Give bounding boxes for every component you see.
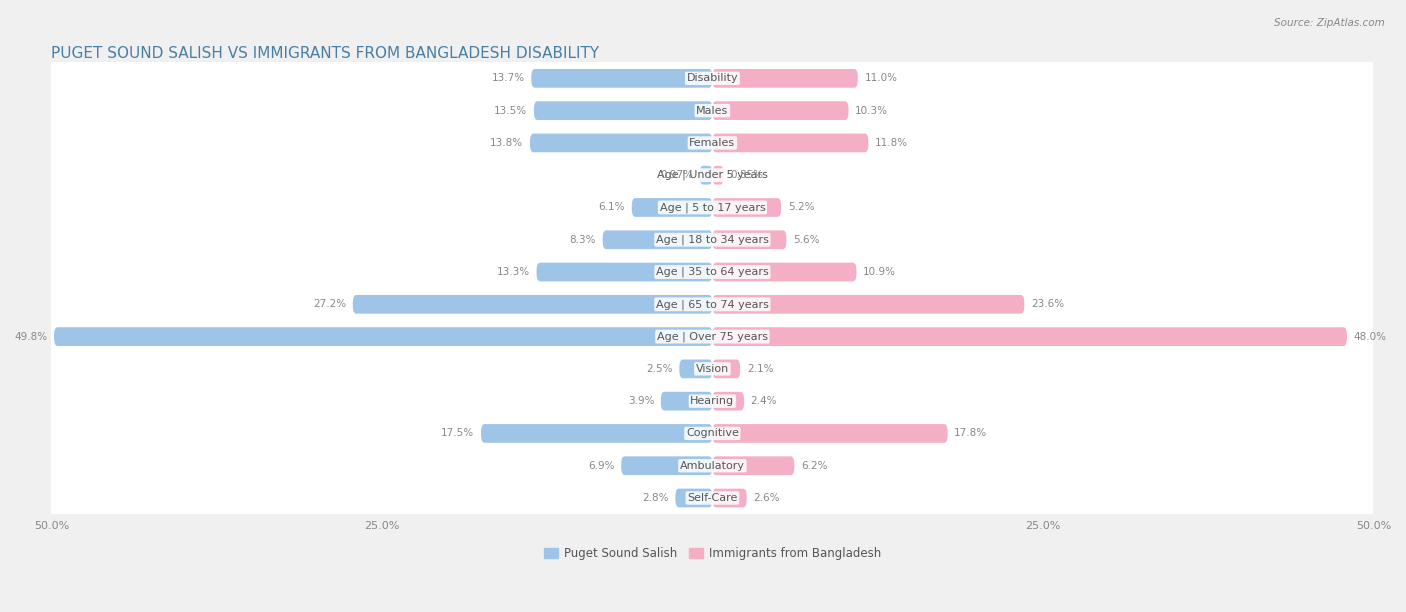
Text: Age | 65 to 74 years: Age | 65 to 74 years [657,299,769,310]
Text: 10.9%: 10.9% [863,267,896,277]
Text: Source: ZipAtlas.com: Source: ZipAtlas.com [1274,18,1385,28]
FancyBboxPatch shape [534,101,713,120]
FancyBboxPatch shape [713,424,948,443]
Text: Vision: Vision [696,364,728,374]
Text: Females: Females [689,138,735,148]
Text: Cognitive: Cognitive [686,428,738,438]
Text: 6.1%: 6.1% [599,203,626,212]
Text: 2.6%: 2.6% [754,493,780,503]
FancyBboxPatch shape [713,359,740,378]
FancyBboxPatch shape [713,327,1347,346]
FancyBboxPatch shape [713,69,858,88]
Text: Age | Under 5 years: Age | Under 5 years [657,170,768,181]
FancyBboxPatch shape [53,327,713,346]
Text: 5.6%: 5.6% [793,235,820,245]
FancyBboxPatch shape [713,457,794,475]
Text: Age | 35 to 64 years: Age | 35 to 64 years [657,267,769,277]
Text: Males: Males [696,106,728,116]
Text: 5.2%: 5.2% [787,203,814,212]
Text: 13.8%: 13.8% [491,138,523,148]
Bar [52,223,1374,256]
FancyBboxPatch shape [675,488,713,507]
Text: Ambulatory: Ambulatory [681,461,745,471]
Text: 13.5%: 13.5% [494,106,527,116]
Text: 27.2%: 27.2% [314,299,346,309]
FancyBboxPatch shape [713,166,724,185]
Bar [52,288,1374,321]
FancyBboxPatch shape [713,392,744,411]
Text: 13.7%: 13.7% [492,73,524,83]
FancyBboxPatch shape [713,133,869,152]
FancyBboxPatch shape [679,359,713,378]
Bar [52,353,1374,385]
Legend: Puget Sound Salish, Immigrants from Bangladesh: Puget Sound Salish, Immigrants from Bang… [538,542,886,564]
FancyBboxPatch shape [353,295,713,314]
Text: Hearing: Hearing [690,396,734,406]
Bar [52,192,1374,223]
Text: 8.3%: 8.3% [569,235,596,245]
Text: 0.85%: 0.85% [730,170,763,180]
Text: 3.9%: 3.9% [627,396,654,406]
FancyBboxPatch shape [700,166,713,185]
Bar [52,256,1374,288]
FancyBboxPatch shape [531,69,713,88]
Text: 6.9%: 6.9% [588,461,614,471]
Text: Age | 18 to 34 years: Age | 18 to 34 years [657,234,769,245]
Text: 2.5%: 2.5% [647,364,672,374]
Text: 2.4%: 2.4% [751,396,778,406]
FancyBboxPatch shape [537,263,713,282]
Text: PUGET SOUND SALISH VS IMMIGRANTS FROM BANGLADESH DISABILITY: PUGET SOUND SALISH VS IMMIGRANTS FROM BA… [52,46,599,61]
Bar [52,385,1374,417]
Bar [52,417,1374,450]
Text: 2.8%: 2.8% [643,493,669,503]
Text: 0.97%: 0.97% [659,170,693,180]
Bar [52,321,1374,353]
FancyBboxPatch shape [481,424,713,443]
FancyBboxPatch shape [713,295,1025,314]
Text: 17.5%: 17.5% [441,428,474,438]
Text: Disability: Disability [686,73,738,83]
Text: 13.3%: 13.3% [496,267,530,277]
Text: 23.6%: 23.6% [1031,299,1064,309]
Text: 6.2%: 6.2% [801,461,828,471]
Bar [52,159,1374,192]
Text: 49.8%: 49.8% [14,332,48,341]
Text: Self-Care: Self-Care [688,493,738,503]
FancyBboxPatch shape [530,133,713,152]
FancyBboxPatch shape [713,230,786,249]
Text: 48.0%: 48.0% [1354,332,1386,341]
Bar [52,127,1374,159]
Bar [52,94,1374,127]
Text: 17.8%: 17.8% [955,428,987,438]
FancyBboxPatch shape [713,488,747,507]
Text: 11.0%: 11.0% [865,73,897,83]
Text: Age | Over 75 years: Age | Over 75 years [657,331,768,342]
FancyBboxPatch shape [631,198,713,217]
Text: 10.3%: 10.3% [855,106,889,116]
Bar [52,62,1374,94]
Bar [52,450,1374,482]
Text: Age | 5 to 17 years: Age | 5 to 17 years [659,202,765,213]
FancyBboxPatch shape [661,392,713,411]
FancyBboxPatch shape [713,101,849,120]
Text: 11.8%: 11.8% [875,138,908,148]
FancyBboxPatch shape [621,457,713,475]
FancyBboxPatch shape [713,198,782,217]
Bar [52,482,1374,514]
FancyBboxPatch shape [603,230,713,249]
Text: 2.1%: 2.1% [747,364,773,374]
FancyBboxPatch shape [713,263,856,282]
